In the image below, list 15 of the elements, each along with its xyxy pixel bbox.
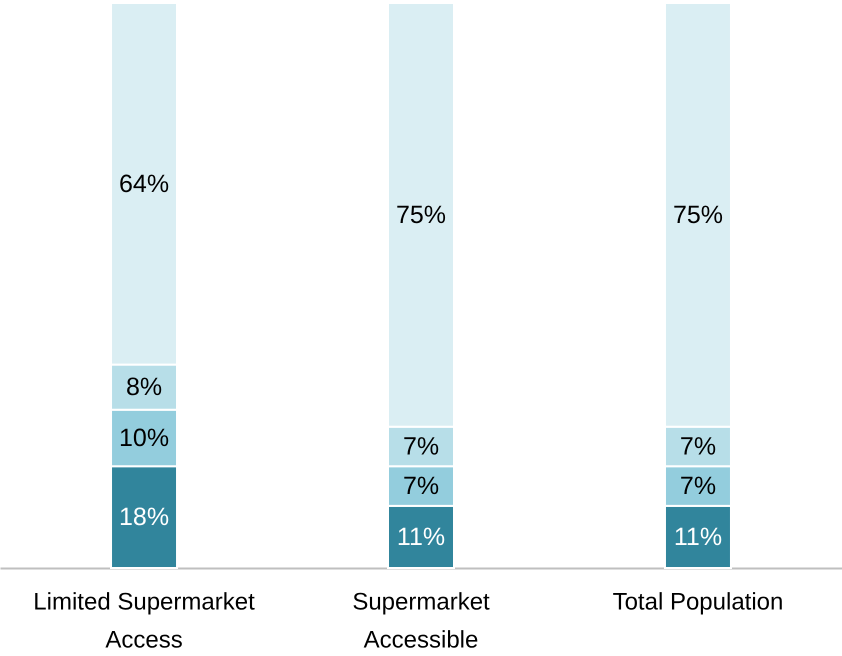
data-label: 7% [680, 472, 716, 500]
data-label: 64% [119, 170, 170, 198]
data-label: 10% [119, 424, 170, 452]
data-label: 18% [119, 503, 170, 532]
data-label: 7% [402, 472, 440, 500]
data-label: 75% [396, 200, 446, 229]
data-label: 75% [672, 200, 723, 229]
data-label: 8% [126, 373, 162, 402]
data-label: 11% [674, 522, 722, 551]
data-label: 7% [402, 432, 440, 461]
data-label: 11% [396, 522, 446, 551]
x-tick-label: Limited Supermarket Access [33, 588, 256, 654]
data-label: 7% [680, 432, 716, 461]
x-tick-label: Supermarket Accessible [352, 588, 490, 654]
x-tick-label: Total Population [612, 588, 784, 616]
